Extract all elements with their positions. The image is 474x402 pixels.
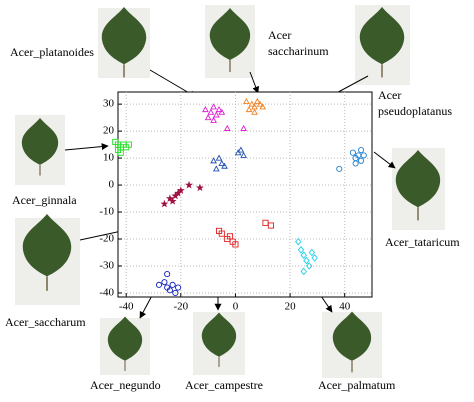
point bbox=[185, 180, 193, 189]
point bbox=[215, 154, 223, 161]
point bbox=[160, 199, 169, 208]
point bbox=[311, 254, 318, 262]
x-tick-label: -20 bbox=[173, 301, 188, 313]
point bbox=[202, 106, 209, 113]
point bbox=[207, 108, 215, 115]
point bbox=[164, 271, 171, 278]
point bbox=[303, 256, 310, 265]
y-tick-label: 0 bbox=[109, 179, 115, 191]
point bbox=[245, 106, 253, 113]
y-tick-label: -30 bbox=[99, 260, 114, 272]
x-tick-label: -40 bbox=[119, 301, 134, 313]
point bbox=[215, 106, 223, 113]
y-tick-label: 30 bbox=[103, 98, 115, 110]
point bbox=[248, 100, 256, 107]
point bbox=[232, 241, 239, 248]
y-tick-label: -40 bbox=[99, 286, 114, 298]
point bbox=[336, 165, 343, 172]
point bbox=[267, 222, 274, 229]
point bbox=[169, 281, 176, 288]
series-label: Acer saccharinum bbox=[268, 28, 329, 58]
point bbox=[360, 152, 367, 159]
point bbox=[300, 251, 307, 260]
point bbox=[243, 97, 250, 104]
point bbox=[256, 100, 264, 107]
point bbox=[195, 183, 204, 192]
point bbox=[168, 197, 177, 205]
y-tick-label: 10 bbox=[103, 152, 115, 164]
point bbox=[237, 146, 245, 153]
plot-area bbox=[117, 91, 373, 298]
point bbox=[161, 279, 168, 286]
series-label: Acer pseudoplatanus bbox=[378, 88, 452, 118]
point bbox=[305, 262, 313, 270]
point bbox=[240, 151, 247, 158]
point bbox=[221, 162, 228, 169]
x-tick-label: 20 bbox=[285, 301, 297, 313]
y-tick-label: 20 bbox=[103, 125, 115, 137]
point bbox=[358, 157, 365, 164]
point bbox=[349, 149, 356, 156]
point bbox=[175, 284, 182, 291]
point bbox=[358, 146, 365, 154]
series-label: Acer_platanoides bbox=[10, 45, 94, 59]
point bbox=[165, 194, 174, 202]
point bbox=[240, 124, 247, 131]
point bbox=[297, 245, 305, 254]
leaf-images bbox=[15, 5, 445, 378]
point bbox=[210, 116, 217, 123]
point bbox=[210, 157, 217, 164]
series-label: Acer_palmatum bbox=[318, 378, 396, 392]
series-label: Acer_ginnala bbox=[12, 193, 77, 207]
point bbox=[253, 97, 261, 104]
point bbox=[212, 165, 220, 172]
point bbox=[218, 230, 225, 237]
point bbox=[352, 160, 359, 167]
point bbox=[212, 111, 220, 118]
point bbox=[172, 289, 179, 297]
y-tick-label: -10 bbox=[99, 206, 114, 218]
point bbox=[204, 114, 212, 121]
point bbox=[300, 267, 307, 276]
point bbox=[210, 103, 217, 110]
x-tick-label: 40 bbox=[339, 301, 351, 313]
x-tick-label: 0 bbox=[233, 301, 239, 313]
series-label: Acer_campestre bbox=[185, 378, 263, 392]
series-label: Acer_tataricum bbox=[385, 235, 460, 249]
point bbox=[155, 281, 163, 288]
point bbox=[259, 103, 267, 110]
point bbox=[295, 237, 302, 246]
point bbox=[125, 141, 132, 148]
point bbox=[251, 108, 258, 115]
series-label: Acer_saccharum bbox=[5, 315, 86, 329]
point bbox=[308, 248, 316, 257]
point bbox=[218, 159, 226, 167]
point bbox=[223, 124, 231, 131]
point bbox=[176, 186, 185, 194]
point bbox=[166, 287, 173, 294]
point bbox=[218, 108, 226, 115]
series-label: Acer_negundo bbox=[90, 378, 161, 392]
y-tick-label: -20 bbox=[99, 233, 114, 245]
point bbox=[114, 146, 122, 154]
